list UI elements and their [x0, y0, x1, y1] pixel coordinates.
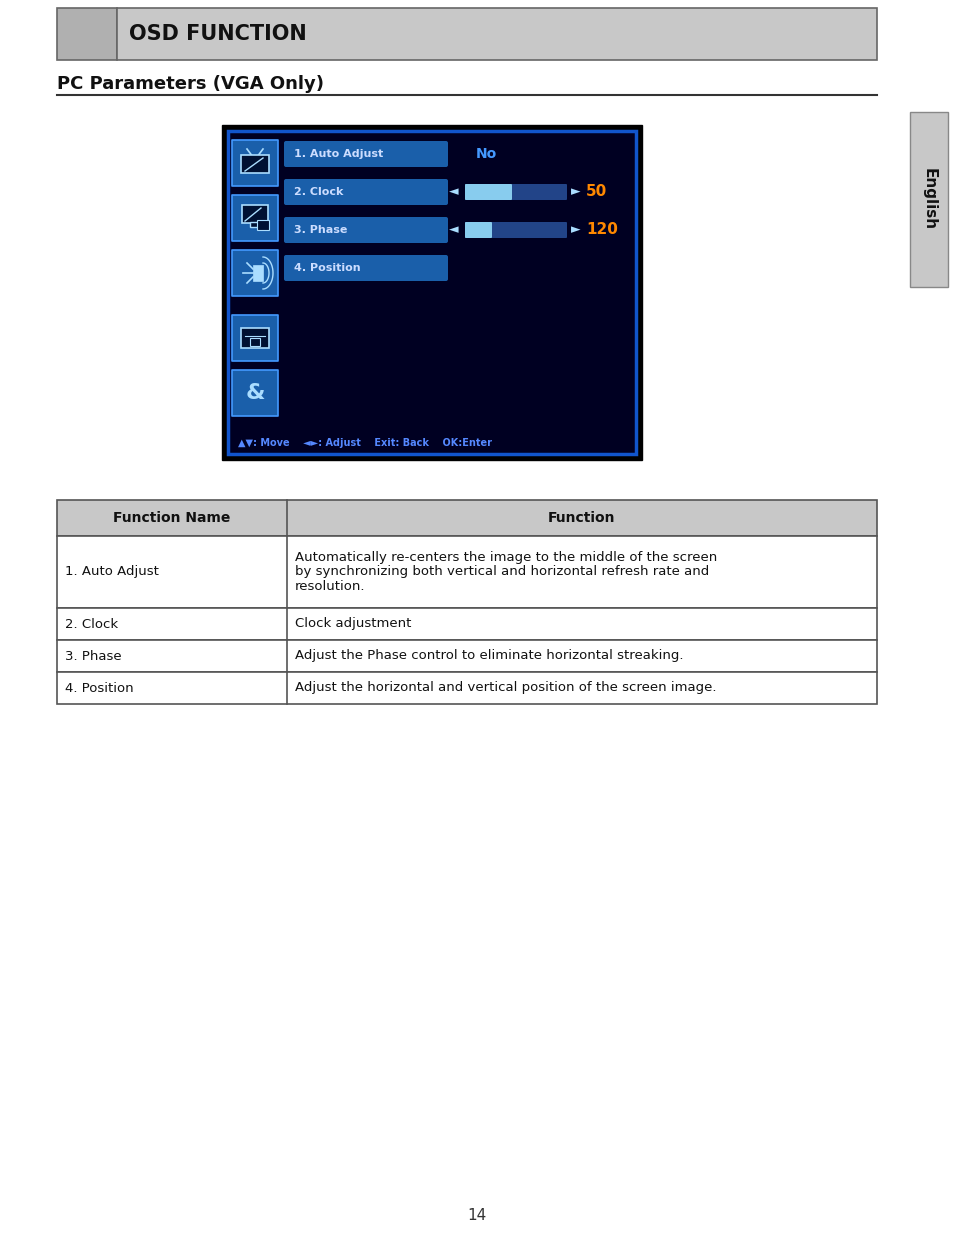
Bar: [57, 640, 876, 672]
Text: 1. Auto Adjust: 1. Auto Adjust: [65, 566, 159, 578]
Bar: [241, 156, 269, 173]
Text: 3. Phase: 3. Phase: [65, 650, 121, 662]
Text: Adjust the horizontal and vertical position of the screen image.: Adjust the horizontal and vertical posit…: [294, 682, 716, 694]
Bar: [222, 125, 641, 459]
Bar: [250, 222, 260, 227]
Bar: [909, 112, 947, 287]
Bar: [117, 7, 876, 61]
Text: English: English: [921, 168, 936, 231]
FancyBboxPatch shape: [464, 222, 492, 238]
Text: 120: 120: [585, 222, 618, 237]
Bar: [253, 266, 263, 282]
FancyBboxPatch shape: [284, 254, 448, 282]
Text: 4. Position: 4. Position: [65, 682, 133, 694]
Text: by synchronizing both vertical and horizontal refresh rate and: by synchronizing both vertical and horiz…: [294, 566, 708, 578]
Bar: [256, 220, 269, 230]
Text: 2. Clock: 2. Clock: [294, 186, 343, 198]
Text: OSD FUNCTION: OSD FUNCTION: [129, 23, 307, 44]
Text: 14: 14: [467, 1208, 486, 1223]
Bar: [232, 249, 277, 296]
FancyBboxPatch shape: [284, 217, 448, 243]
Text: 50: 50: [585, 184, 607, 200]
FancyBboxPatch shape: [464, 184, 512, 200]
Text: resolution.: resolution.: [294, 580, 365, 594]
Bar: [57, 7, 117, 61]
FancyBboxPatch shape: [464, 222, 566, 238]
Bar: [232, 195, 277, 241]
Text: 2. Clock: 2. Clock: [65, 618, 118, 631]
Bar: [250, 338, 260, 346]
FancyBboxPatch shape: [464, 184, 566, 200]
Bar: [57, 536, 876, 608]
Text: Function: Function: [548, 511, 615, 525]
Text: ◄: ◄: [449, 224, 458, 236]
Text: ◄: ◄: [449, 185, 458, 199]
Bar: [232, 140, 277, 186]
Text: Adjust the Phase control to eliminate horizontal streaking.: Adjust the Phase control to eliminate ho…: [294, 650, 682, 662]
Bar: [232, 370, 277, 416]
Bar: [242, 205, 268, 224]
FancyBboxPatch shape: [284, 179, 448, 205]
Text: PC Parameters (VGA Only): PC Parameters (VGA Only): [57, 75, 324, 93]
Bar: [232, 315, 277, 361]
Bar: [57, 500, 876, 536]
Text: 3. Phase: 3. Phase: [294, 225, 347, 235]
Bar: [228, 131, 636, 454]
Text: Clock adjustment: Clock adjustment: [294, 618, 411, 631]
Bar: [241, 329, 269, 348]
Text: Function Name: Function Name: [113, 511, 231, 525]
FancyBboxPatch shape: [284, 141, 448, 167]
Text: ►: ►: [571, 185, 580, 199]
Text: ►: ►: [571, 224, 580, 236]
Text: No: No: [476, 147, 497, 161]
Text: 1. Auto Adjust: 1. Auto Adjust: [294, 149, 383, 159]
Text: ▲▼: Move    ◄►: Adjust    Exit: Back    OK:Enter: ▲▼: Move ◄►: Adjust Exit: Back OK:Enter: [237, 438, 492, 448]
Text: 4. Position: 4. Position: [294, 263, 360, 273]
Bar: [57, 608, 876, 640]
Bar: [57, 672, 876, 704]
Text: Automatically re-centers the image to the middle of the screen: Automatically re-centers the image to th…: [294, 551, 717, 563]
Text: &: &: [245, 383, 265, 403]
